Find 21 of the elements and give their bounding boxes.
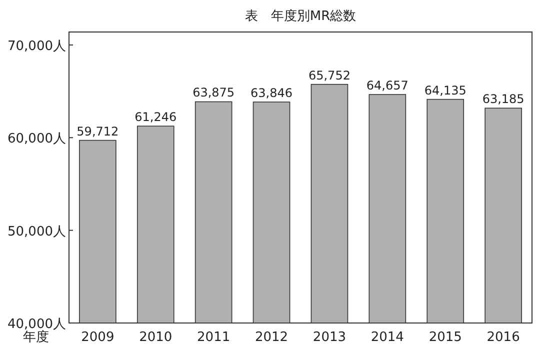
data-label: 64,657 xyxy=(366,78,408,92)
x-tick-label: 2012 xyxy=(254,330,288,345)
data-label: 61,246 xyxy=(134,110,177,124)
y-tick-label: 60,000人 xyxy=(8,132,66,147)
data-label: 59,712 xyxy=(76,124,119,138)
x-tick-label: 2009 xyxy=(81,330,114,345)
data-label: 65,752 xyxy=(308,68,350,82)
x-axis-title: 年度 xyxy=(23,329,49,345)
x-tick-label: 2011 xyxy=(197,330,230,345)
y-tick-label: 70,000人 xyxy=(8,38,66,54)
data-label: 64,135 xyxy=(424,83,466,98)
x-tick-label: 2010 xyxy=(139,330,172,345)
data-label: 63,185 xyxy=(482,92,524,106)
data-label: 63,875 xyxy=(192,86,235,100)
x-tick-label: 2013 xyxy=(312,330,346,345)
y-tick-label: 50,000人 xyxy=(8,224,66,240)
data-label: 63,846 xyxy=(250,86,293,100)
x-tick-label: 2016 xyxy=(486,330,520,345)
chart-title: 表 年度別MR総数 xyxy=(244,8,356,24)
x-tick-label: 2014 xyxy=(370,330,404,345)
x-tick-label: 2015 xyxy=(428,330,462,345)
